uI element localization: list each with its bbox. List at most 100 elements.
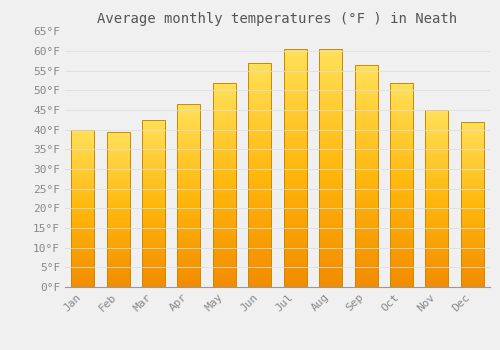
- Bar: [319, 187, 342, 189]
- Bar: [319, 211, 342, 213]
- Bar: [319, 75, 342, 78]
- Bar: [213, 193, 236, 195]
- Bar: [248, 202, 272, 204]
- Bar: [284, 163, 306, 166]
- Bar: [354, 127, 378, 129]
- Bar: [319, 80, 342, 83]
- Bar: [71, 204, 94, 205]
- Bar: [390, 99, 413, 101]
- Bar: [248, 280, 272, 282]
- Bar: [142, 163, 165, 165]
- Bar: [213, 195, 236, 197]
- Bar: [142, 259, 165, 260]
- Bar: [390, 168, 413, 170]
- Bar: [178, 187, 201, 188]
- Bar: [354, 234, 378, 236]
- Bar: [213, 211, 236, 214]
- Bar: [354, 285, 378, 287]
- Bar: [178, 256, 201, 258]
- Bar: [248, 206, 272, 209]
- Bar: [319, 230, 342, 232]
- Bar: [461, 124, 484, 125]
- Bar: [142, 123, 165, 125]
- Bar: [390, 150, 413, 152]
- Bar: [461, 170, 484, 172]
- Bar: [426, 151, 448, 153]
- Bar: [426, 259, 448, 260]
- Bar: [71, 210, 94, 211]
- Bar: [354, 87, 378, 89]
- Bar: [71, 274, 94, 276]
- Bar: [248, 141, 272, 144]
- Bar: [354, 267, 378, 269]
- Bar: [319, 108, 342, 111]
- Bar: [213, 230, 236, 232]
- Bar: [178, 137, 201, 139]
- Bar: [178, 252, 201, 254]
- Bar: [284, 156, 306, 159]
- Bar: [284, 220, 306, 223]
- Bar: [106, 178, 130, 180]
- Bar: [390, 111, 413, 113]
- Bar: [106, 152, 130, 153]
- Bar: [106, 242, 130, 244]
- Bar: [319, 254, 342, 256]
- Bar: [390, 115, 413, 117]
- Bar: [71, 186, 94, 188]
- Bar: [142, 230, 165, 232]
- Bar: [390, 230, 413, 232]
- Bar: [142, 224, 165, 225]
- Bar: [319, 225, 342, 228]
- Bar: [354, 185, 378, 187]
- Bar: [71, 149, 94, 150]
- Bar: [71, 146, 94, 147]
- Bar: [142, 155, 165, 157]
- Bar: [284, 173, 306, 175]
- Bar: [461, 181, 484, 183]
- Bar: [106, 144, 130, 146]
- Bar: [71, 215, 94, 216]
- Bar: [248, 81, 272, 83]
- Bar: [178, 172, 201, 174]
- Bar: [461, 127, 484, 128]
- Bar: [178, 269, 201, 271]
- Bar: [319, 209, 342, 211]
- Bar: [248, 99, 272, 101]
- Bar: [284, 192, 306, 194]
- Bar: [106, 155, 130, 156]
- Bar: [248, 150, 272, 153]
- Bar: [354, 260, 378, 262]
- Bar: [248, 226, 272, 229]
- Bar: [213, 256, 236, 258]
- Bar: [461, 224, 484, 226]
- Bar: [248, 63, 272, 287]
- Bar: [319, 116, 342, 118]
- Bar: [213, 152, 236, 154]
- Bar: [354, 83, 378, 85]
- Bar: [142, 160, 165, 162]
- Bar: [178, 197, 201, 199]
- Bar: [248, 65, 272, 68]
- Bar: [248, 195, 272, 197]
- Bar: [71, 172, 94, 174]
- Bar: [390, 89, 413, 91]
- Bar: [248, 124, 272, 126]
- Bar: [71, 183, 94, 185]
- Bar: [284, 182, 306, 185]
- Bar: [461, 130, 484, 132]
- Bar: [354, 272, 378, 274]
- Bar: [284, 268, 306, 270]
- Bar: [71, 268, 94, 270]
- Bar: [284, 168, 306, 170]
- Bar: [142, 192, 165, 194]
- Bar: [213, 285, 236, 287]
- Bar: [248, 101, 272, 103]
- Bar: [106, 136, 130, 138]
- Bar: [142, 282, 165, 284]
- Bar: [178, 139, 201, 141]
- Bar: [213, 238, 236, 240]
- Bar: [426, 202, 448, 204]
- Bar: [390, 173, 413, 175]
- Bar: [213, 115, 236, 117]
- Bar: [354, 118, 378, 120]
